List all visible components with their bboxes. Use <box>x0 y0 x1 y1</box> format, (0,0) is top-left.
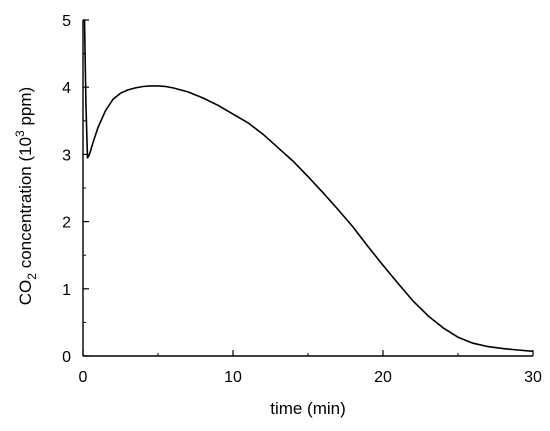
y-axis-label-pre: CO <box>16 280 35 306</box>
labels: time (min) CO2 concentration (103 ppm) <box>13 87 346 418</box>
y-tick-label-2: 2 <box>62 215 71 232</box>
series-line-0 <box>83 19 534 353</box>
y-axis-label-subscript: 2 <box>25 273 39 280</box>
y-tick-label-4: 4 <box>62 80 71 97</box>
y-tick-label-5: 5 <box>62 13 71 30</box>
y-axis-label-mid: concentration (10 <box>16 137 35 273</box>
x-tick-label-3: 30 <box>524 369 542 386</box>
plot-area <box>83 19 534 353</box>
axes: 0 10 20 30 0 1 2 3 4 5 <box>62 13 542 386</box>
y-tick-label-0: 0 <box>62 349 71 366</box>
y-axis-label-superscript: 3 <box>13 130 27 137</box>
y-tick-label-3: 3 <box>62 147 71 164</box>
y-axis-label-post: ppm) <box>16 87 35 130</box>
y-axis-label: CO2 concentration (103 ppm) <box>13 87 39 305</box>
x-axis-label: time (min) <box>270 399 346 418</box>
y-tick-label-1: 1 <box>62 282 71 299</box>
x-tick-label-0: 0 <box>79 369 88 386</box>
x-tick-label-2: 20 <box>374 369 392 386</box>
x-tick-label-1: 10 <box>224 369 242 386</box>
